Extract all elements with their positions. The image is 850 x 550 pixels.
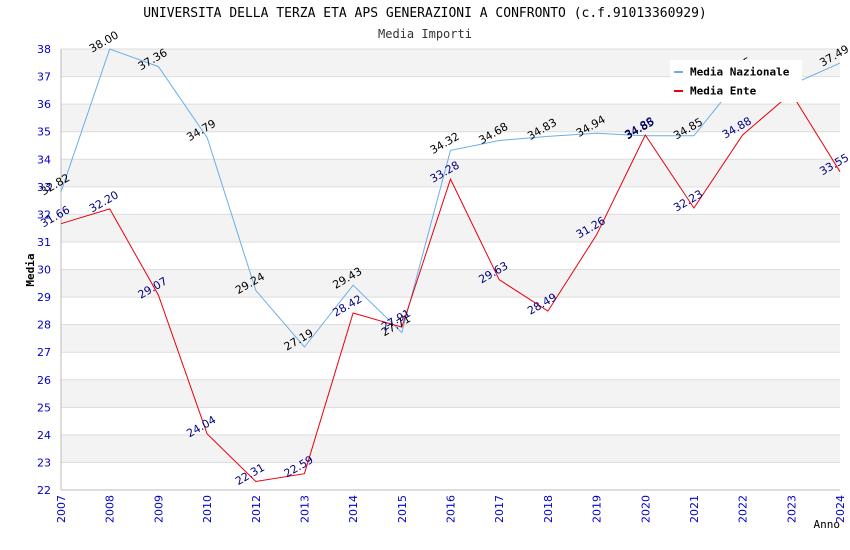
grid-band xyxy=(61,214,840,242)
y-tick-label: 38 xyxy=(37,43,51,56)
y-tick-label: 35 xyxy=(37,126,51,139)
x-tick-label: 2013 xyxy=(298,495,311,523)
x-tick-label: 2014 xyxy=(347,495,360,523)
grid-band xyxy=(61,407,840,435)
y-tick-label: 29 xyxy=(37,291,51,304)
grid-band xyxy=(61,269,840,298)
x-tick-label: 2019 xyxy=(591,495,604,523)
y-tick-label: 30 xyxy=(37,264,51,277)
y-tick-label: 31 xyxy=(37,236,51,249)
y-tick-label: 24 xyxy=(37,429,51,442)
y-tick-label: 37 xyxy=(37,71,51,84)
x-tick-label: 2010 xyxy=(201,495,214,523)
legend-swatch-media-ente xyxy=(674,90,683,92)
y-tick-label: 33 xyxy=(37,181,51,194)
y-tick-label: 27 xyxy=(37,346,51,359)
x-tick-label: 2024 xyxy=(834,495,847,523)
grid-band xyxy=(61,104,840,132)
chart-subtitle: Media Importi xyxy=(378,27,472,41)
y-tick-label: 34 xyxy=(37,153,51,166)
grid-band xyxy=(61,241,840,270)
series-line-media-nazionale xyxy=(60,48,841,348)
x-tick-label: 2008 xyxy=(104,495,117,523)
x-tick-label: 2021 xyxy=(688,495,701,523)
legend-label-media-ente: Media Ente xyxy=(690,84,757,98)
y-tick-label: 28 xyxy=(37,319,51,332)
y-tick-label: 25 xyxy=(37,401,51,414)
y-tick-label: 32 xyxy=(37,208,51,221)
x-tick-label: 2017 xyxy=(493,495,506,523)
x-tick-label: 2015 xyxy=(396,495,409,523)
y-axis-title: Media xyxy=(24,253,37,286)
grid-band xyxy=(61,131,840,160)
y-tick-label: 26 xyxy=(37,374,51,387)
grid-band xyxy=(61,186,840,215)
legend-label-media-nazionale: Media Nazionale xyxy=(690,65,790,79)
y-tick-label: 23 xyxy=(37,456,51,469)
series-line-media-ente xyxy=(60,92,841,483)
grid-band xyxy=(61,462,840,490)
x-tick-label: 2016 xyxy=(445,495,458,523)
y-tick-label: 36 xyxy=(37,98,51,111)
x-tick-label: 2007 xyxy=(55,495,68,523)
grid-band xyxy=(61,324,840,353)
grid-band xyxy=(61,434,840,463)
legend-item-media-ente: Media Ente xyxy=(674,84,756,98)
grid-band xyxy=(61,159,840,187)
x-axis-title: Anno xyxy=(814,518,841,531)
legend-item-media-nazionale: Media Nazionale xyxy=(674,65,789,79)
grid-band xyxy=(61,297,840,325)
x-tick-label: 2012 xyxy=(250,495,263,523)
x-tick-label: 2020 xyxy=(639,495,652,523)
y-tick-label: 22 xyxy=(37,484,51,497)
x-tick-label: 2022 xyxy=(737,495,750,523)
x-tick-label: 2018 xyxy=(542,495,555,523)
chart-legend: Media Nazionale Media Ente xyxy=(670,60,802,102)
legend-swatch-media-nazionale xyxy=(674,71,683,73)
grid-band xyxy=(61,352,840,380)
x-tick-label: 2023 xyxy=(785,495,798,523)
grid-band xyxy=(61,379,840,408)
x-tick-label: 2009 xyxy=(152,495,165,523)
chart-title: UNIVERSITA DELLA TERZA ETA APS GENERAZIO… xyxy=(143,6,707,21)
